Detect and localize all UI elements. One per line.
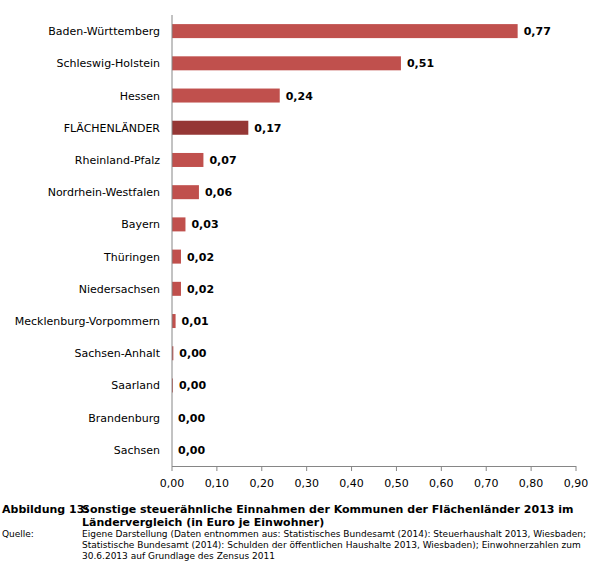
- x-tick-label: 0,40: [339, 477, 364, 490]
- data-label: 0,03: [191, 218, 218, 231]
- source-label: Quelle:: [2, 529, 34, 540]
- data-label: 0,07: [209, 154, 236, 167]
- category-label: Schleswig-Holstein: [57, 57, 160, 70]
- category-label: Brandenburg: [88, 412, 160, 425]
- chart: 0,00 0,10 0,20 0,30 0,40 0,50 0,60 0,70 0,80 0,90…: [0, 0, 608, 500]
- bar: [172, 121, 248, 135]
- x-tick-label: 0,60: [429, 477, 454, 490]
- data-label: 0,17: [254, 122, 281, 135]
- category-label: Rheinland-Pfalz: [75, 154, 160, 167]
- category-label: Thüringen: [103, 251, 160, 264]
- category-label: Sachsen-Anhalt: [74, 347, 160, 360]
- x-tick: [306, 466, 307, 471]
- x-tick-label: 0,30: [294, 477, 319, 490]
- x-tick: [216, 466, 217, 471]
- title: Sonstige steuerähnliche Einnahmen der Ko…: [82, 503, 606, 529]
- x-tick: [486, 466, 487, 471]
- bar: [172, 282, 181, 296]
- bar: [172, 153, 203, 167]
- bar: [172, 24, 518, 38]
- bar: [172, 89, 280, 103]
- bar: [172, 314, 176, 328]
- category-label: Niedersachsen: [79, 283, 160, 296]
- x-tick-label: 0,00: [160, 477, 185, 490]
- x-tick-label: 0,50: [384, 477, 409, 490]
- bar: [172, 185, 199, 199]
- data-label: 0,02: [187, 283, 214, 296]
- category-label: Sachsen: [114, 444, 160, 457]
- data-label: 0,00: [179, 379, 206, 392]
- x-tick-label: 0,20: [250, 477, 275, 490]
- data-label: 0,01: [182, 315, 209, 328]
- category-label: FLÄCHENLÄNDER: [64, 122, 161, 135]
- category-label: Nordrhein-Westfalen: [48, 186, 160, 199]
- x-tick: [261, 466, 262, 471]
- category-label: Saarland: [111, 379, 160, 392]
- data-label: 0,77: [524, 25, 551, 38]
- x-tick: [396, 466, 397, 471]
- x-tick: [172, 466, 173, 471]
- source: Eigene Darstellung (Daten entnommen aus:…: [82, 529, 602, 562]
- data-label: 0,00: [178, 444, 205, 457]
- x-tick: [351, 466, 352, 471]
- data-label: 0,00: [178, 412, 205, 425]
- bar: [172, 217, 185, 231]
- y-axis-line: [172, 15, 173, 466]
- x-tick-label: 0,70: [474, 477, 499, 490]
- category-label: Mecklenburg-Vorpommern: [15, 315, 160, 328]
- category-label: Hessen: [120, 90, 160, 103]
- bars: [172, 24, 518, 392]
- x-tick-label: 0,80: [519, 477, 544, 490]
- bar: [172, 250, 181, 264]
- category-label: Bayern: [121, 218, 160, 231]
- x-tick-label: 0,90: [564, 477, 589, 490]
- x-tick: [531, 466, 532, 471]
- category-label: Baden-Württemberg: [48, 25, 160, 38]
- data-label: 0,51: [407, 57, 434, 70]
- figure-label: Abbildung 13:: [2, 503, 89, 516]
- data-label: 0,02: [187, 251, 214, 264]
- x-tick: [576, 466, 577, 471]
- data-label: 0,06: [205, 186, 232, 199]
- x-tick: [441, 466, 442, 471]
- bar: [172, 56, 401, 70]
- data-label: 0,24: [286, 90, 313, 103]
- data-label: 0,00: [179, 347, 206, 360]
- x-axis-line: [172, 466, 576, 467]
- x-tick-label: 0,10: [205, 477, 230, 490]
